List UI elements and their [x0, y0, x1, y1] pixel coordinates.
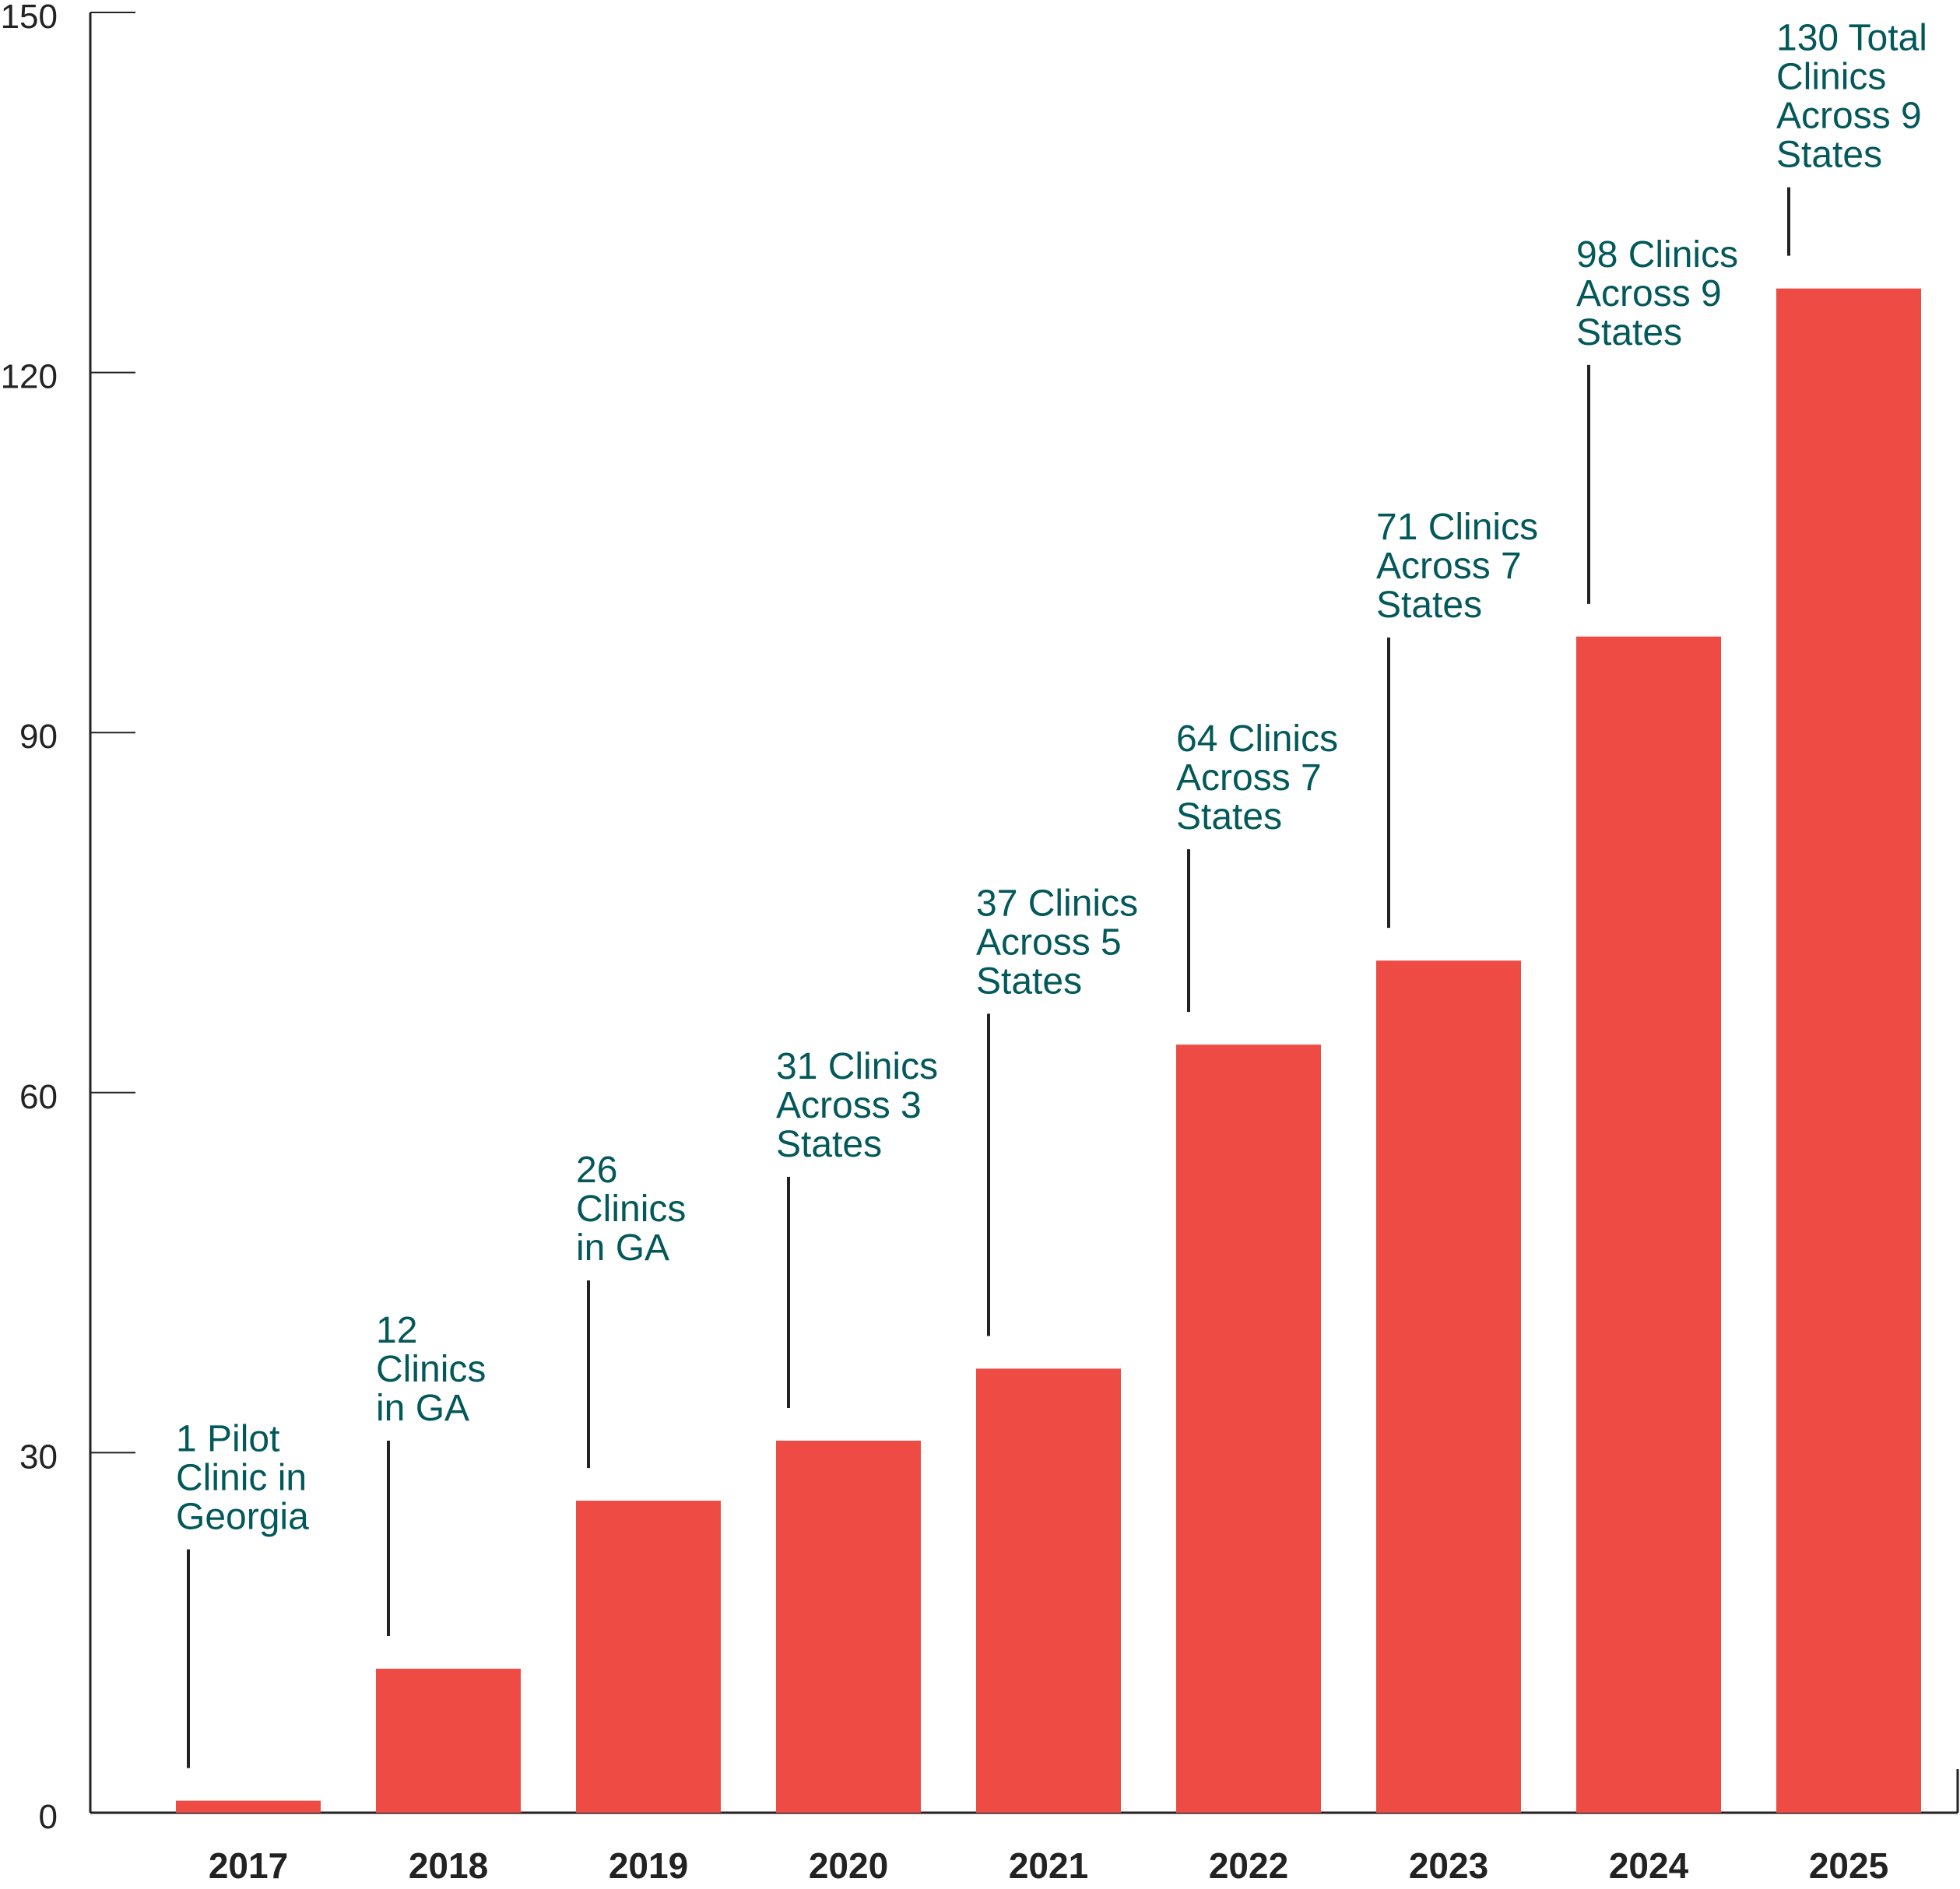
bar-2024	[1576, 636, 1721, 1813]
annotation-line: Across 9	[1776, 96, 1922, 137]
annotation-line: in GA	[376, 1388, 469, 1429]
x-tick-label: 2025	[1809, 1845, 1888, 1886]
annotation-line: States	[976, 960, 1082, 1002]
annotation-line: Clinics	[376, 1349, 486, 1390]
annotation-label: 12 Clinics in GA	[376, 1310, 486, 1429]
annotation-line: Clinic in	[176, 1458, 307, 1499]
annotation-label: 71 Clinics Across 7 States	[1376, 507, 1538, 626]
annotation-line: Across 7	[1376, 546, 1522, 587]
annotation-label: 1 Pilot Clinic in Georgia	[176, 1419, 309, 1538]
annotation-line: States	[1376, 585, 1482, 626]
x-axis-labels: 2017 2018 2019 2020 2021 2022 2023 2024 2025	[209, 1845, 1888, 1886]
annotation-label: 130 Total Clinics Across 9 States	[1776, 18, 1927, 176]
annotation-label: 64 Clinics Across 7 States	[1176, 718, 1338, 837]
x-tick-label: 2022	[1209, 1845, 1288, 1886]
bar-2023	[1376, 960, 1521, 1813]
bar-2017	[176, 1800, 321, 1813]
x-tick-label: 2019	[609, 1845, 688, 1886]
x-tick-label: 2017	[209, 1845, 288, 1886]
annotation-line: States	[1776, 135, 1882, 176]
annotation-line: Across 5	[976, 922, 1122, 963]
annotation-label: 31 Clinics Across 3 States	[776, 1046, 938, 1165]
annotation-line: Across 9	[1576, 273, 1722, 314]
x-tick-label: 2023	[1409, 1845, 1488, 1886]
x-tick-label: 2024	[1609, 1845, 1689, 1886]
annotation-line: States	[1576, 312, 1682, 353]
annotation-line: 98 Clinics	[1576, 234, 1738, 276]
bar-2022	[1176, 1045, 1321, 1813]
y-tick-label: 90	[19, 718, 58, 756]
annotation-line: 64 Clinics	[1176, 718, 1338, 760]
annotation-line: Georgia	[176, 1497, 309, 1538]
annotation-line: 37 Clinics	[976, 883, 1138, 924]
annotation-line: 1 Pilot	[176, 1419, 279, 1460]
annotation-line: in GA	[576, 1227, 669, 1269]
bar-2018	[376, 1668, 521, 1813]
annotation-line: 26	[576, 1150, 617, 1191]
x-tick-label: 2021	[1009, 1845, 1088, 1886]
bar-2021	[976, 1368, 1121, 1813]
annotation-line: 12	[376, 1310, 417, 1351]
annotation-line: Clinics	[1776, 57, 1886, 98]
bar-2019	[576, 1501, 721, 1813]
y-tick-label: 30	[19, 1438, 58, 1476]
y-tick-label: 120	[1, 358, 58, 396]
x-tick-label: 2018	[409, 1845, 488, 1886]
annotation-line: States	[776, 1124, 882, 1165]
annotation-label: 26 Clinics in GA	[576, 1150, 686, 1269]
y-tick-label: 60	[19, 1078, 58, 1116]
annotation-label: 37 Clinics Across 5 States	[976, 883, 1138, 1002]
annotation-label: 98 Clinics Across 9 States	[1576, 234, 1738, 353]
bar-2025	[1776, 288, 1921, 1813]
y-tick-label: 0	[39, 1798, 58, 1836]
annotation-line: 71 Clinics	[1376, 507, 1538, 548]
annotation-line: Across 3	[776, 1085, 922, 1126]
bars	[176, 288, 1921, 1813]
annotation-line: States	[1176, 796, 1282, 837]
y-tick-label: 150	[1, 0, 58, 36]
annotation-line: 130 Total	[1776, 18, 1927, 59]
annotation-line: Clinics	[576, 1189, 686, 1230]
bar-2020	[776, 1440, 921, 1813]
annotation-line: 31 Clinics	[776, 1046, 938, 1087]
x-tick-label: 2020	[809, 1845, 888, 1886]
annotation-line: Across 7	[1176, 757, 1322, 799]
